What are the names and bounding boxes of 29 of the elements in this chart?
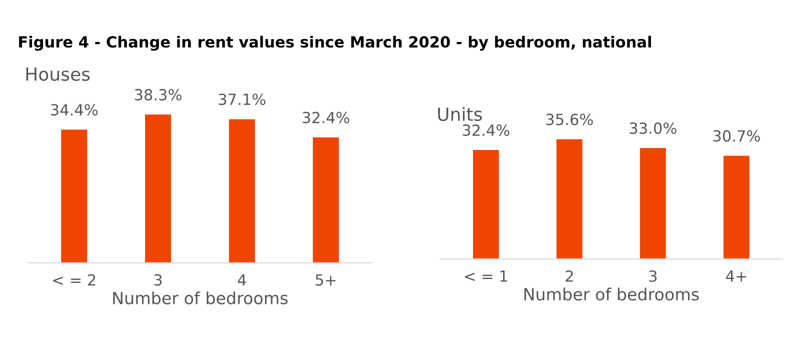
bar <box>724 156 750 259</box>
x-tick-label: 3 <box>154 274 162 286</box>
x-tick-label: 5+ <box>316 274 336 286</box>
data-label: 34.4% <box>51 104 98 116</box>
data-label: 32.4% <box>302 112 350 124</box>
bar <box>228 119 255 263</box>
bar <box>640 148 666 259</box>
bar <box>61 130 88 263</box>
x-axis-title: Number of bedrooms <box>113 291 288 304</box>
bar <box>556 139 582 259</box>
data-label: 37.1% <box>218 94 266 106</box>
data-label: 35.6% <box>546 114 593 126</box>
data-label: 30.7% <box>713 130 760 142</box>
chart-title: Units <box>438 107 482 122</box>
x-tick-label: 2 <box>566 270 573 282</box>
data-label: 38.3% <box>134 88 182 100</box>
data-label: 32.4% <box>462 124 510 136</box>
x-tick-label: 4 <box>238 274 246 286</box>
x-tick-label: < = 2 <box>53 274 96 286</box>
bar <box>145 114 172 263</box>
x-tick-label: 4+ <box>726 270 746 282</box>
chart-title: Figure 4 - Change in rent values since March 2020 - by bedroom, national <box>19 36 651 51</box>
x-tick-label: < = 1 <box>465 270 508 282</box>
x-tick-label: 3 <box>649 270 657 282</box>
bar <box>312 137 339 263</box>
data-label: 33.0% <box>630 122 676 134</box>
x-axis-title: Number of bedrooms <box>524 288 699 301</box>
bar <box>472 150 499 259</box>
chart-subtitle: Houses <box>26 68 90 81</box>
